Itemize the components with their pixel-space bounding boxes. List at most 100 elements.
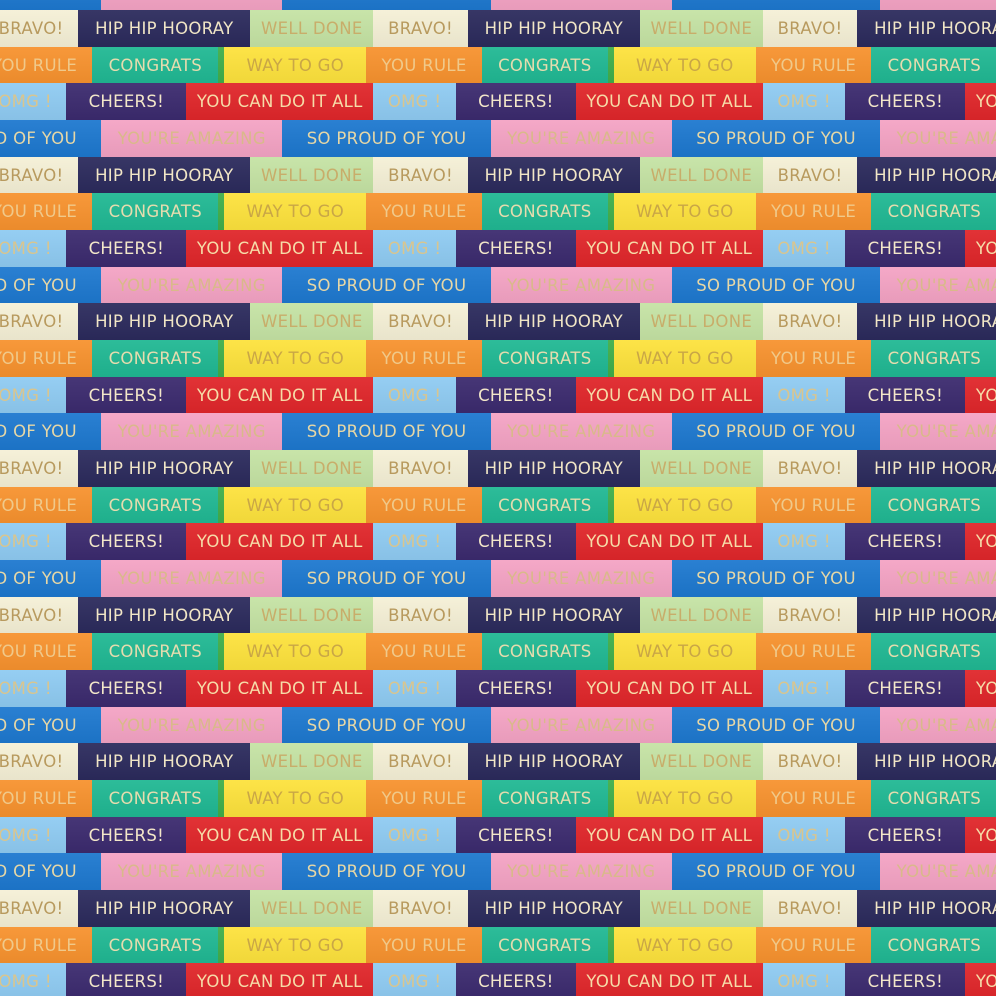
ribbon-text: OMG !: [777, 972, 831, 992]
ribbon-youre-amazing: YOU'RE AMAZING: [101, 120, 283, 158]
ribbon-so-proud-of-you: SO PROUD OF YOU: [282, 266, 492, 304]
ribbon-text: CONGRATS: [498, 935, 592, 955]
ribbon-omg: OMG !: [762, 963, 846, 996]
ribbon-text: BRAVO!: [777, 605, 843, 625]
ribbon-text: CHEERS!: [88, 92, 165, 112]
ribbon-congrats: CONGRATS: [481, 633, 609, 671]
ribbon-you-rule: YOU RULE: [366, 486, 483, 524]
ribbon-so-proud-of-you: SO PROUD OF YOU: [282, 706, 492, 744]
ribbon-bravo: BRAVO!: [373, 890, 469, 928]
ribbon-text: SO PROUD OF YOU: [306, 129, 467, 149]
ribbon-you-can-do-it-all: YOU CAN DO IT ALL: [965, 230, 996, 268]
ribbon-text: YOU'RE AMAZING: [507, 715, 656, 735]
ribbon-text: OMG !: [777, 92, 831, 112]
ribbon-youre-amazing: YOU'RE AMAZING: [880, 706, 996, 744]
ribbon-text: YOU CAN DO IT ALL: [975, 239, 996, 259]
ribbon-text: CONGRATS: [108, 495, 202, 515]
ribbon-bravo: BRAVO!: [373, 596, 469, 634]
ribbon-well-done: WELL DONE: [639, 743, 764, 781]
ribbon-text: OMG !: [387, 972, 442, 992]
ribbon-text: BRAVO!: [777, 312, 843, 332]
ribbon-text: OMG !: [777, 679, 831, 699]
ribbon-text: CHEERS!: [88, 385, 165, 405]
ribbon-text: WAY TO GO: [246, 55, 345, 75]
ribbon-way-to-go: WAY TO GO: [613, 633, 757, 671]
ribbon-edge-green: [218, 340, 225, 378]
ribbon-cheers: CHEERS!: [66, 523, 187, 561]
ribbon-text: BRAVO!: [388, 459, 453, 479]
ribbon-text: CHEERS!: [88, 239, 165, 259]
ribbon-you-can-do-it-all: YOU CAN DO IT ALL: [186, 816, 374, 854]
ribbon-bravo: BRAVO!: [762, 156, 858, 194]
ribbon-youre-amazing: YOU'RE AMAZING: [880, 853, 996, 891]
ribbon-omg: OMG !: [0, 963, 67, 996]
ribbon-text: YOU CAN DO IT ALL: [586, 825, 753, 845]
ribbon-text: OMG !: [0, 679, 52, 699]
ribbon-cheers: CHEERS!: [66, 230, 187, 268]
ribbon-cheers: CHEERS!: [66, 963, 187, 996]
ribbon-text: BRAVO!: [0, 19, 64, 39]
ribbon-text: CONGRATS: [498, 642, 592, 662]
ribbon-you-rule: YOU RULE: [0, 926, 93, 964]
ribbon-omg: OMG !: [373, 670, 457, 708]
ribbon-text: YOU CAN DO IT ALL: [975, 385, 996, 405]
ribbon-text: YOU RULE: [381, 642, 467, 662]
ribbon-text: SO PROUD OF YOU: [696, 569, 856, 589]
ribbon-text: CONGRATS: [108, 935, 202, 955]
ribbon-text: OMG !: [0, 972, 52, 992]
ribbon-edge-green: [218, 486, 225, 524]
ribbon-hip-hip-hooray: HIP HIP HOORAY: [78, 743, 251, 781]
ribbon-so-proud-of-you: SO PROUD OF YOU: [0, 560, 102, 598]
ribbon-youre-amazing: YOU'RE AMAZING: [490, 706, 673, 744]
ribbon-hip-hip-hooray: HIP HIP HOORAY: [467, 743, 641, 781]
ribbon-text: CHEERS!: [478, 532, 554, 552]
ribbon-you-rule: YOU RULE: [366, 926, 483, 964]
ribbon-text: WAY TO GO: [636, 935, 734, 955]
ribbon-text: YOU'RE AMAZING: [118, 0, 266, 1]
ribbon-text: YOU CAN DO IT ALL: [586, 679, 753, 699]
ribbon-well-done: WELL DONE: [639, 450, 764, 488]
ribbon-text: WELL DONE: [650, 752, 753, 772]
ribbon-you-can-do-it-all: YOU CAN DO IT ALL: [186, 83, 374, 121]
ribbon-cheers: CHEERS!: [455, 670, 577, 708]
ribbon-congrats: CONGRATS: [481, 340, 609, 378]
ribbon-youre-amazing: YOU'RE AMAZING: [101, 706, 283, 744]
ribbon-text: HIP HIP HOORAY: [484, 312, 623, 332]
ribbon-text: BRAVO!: [388, 605, 453, 625]
ribbon-so-proud-of-you: SO PROUD OF YOU: [0, 706, 102, 744]
ribbon-text: HIP HIP HOORAY: [484, 459, 623, 479]
ribbon-text: CONGRATS: [108, 642, 202, 662]
ribbon-omg: OMG !: [762, 83, 846, 121]
ribbon-bravo: BRAVO!: [0, 743, 79, 781]
ribbon-edge-green: [218, 926, 225, 964]
ribbon-text: CONGRATS: [498, 495, 592, 515]
ribbon-omg: OMG !: [373, 963, 457, 996]
ribbon-omg: OMG !: [373, 523, 457, 561]
ribbon-text: YOU CAN DO IT ALL: [586, 972, 753, 992]
ribbon-text: YOU RULE: [0, 789, 78, 809]
ribbon-youre-amazing: YOU'RE AMAZING: [880, 266, 996, 304]
ribbon-text: SO PROUD OF YOU: [306, 275, 467, 295]
ribbon-text: YOU RULE: [0, 495, 78, 515]
ribbon-edge-green: [607, 926, 615, 964]
ribbon-text: WAY TO GO: [246, 495, 345, 515]
ribbon-bravo: BRAVO!: [0, 10, 79, 48]
ribbon-text: OMG !: [777, 825, 831, 845]
ribbon-text: SO PROUD OF YOU: [306, 715, 467, 735]
ribbon-text: YOU'RE AMAZING: [896, 862, 996, 882]
ribbon-text: CONGRATS: [498, 349, 592, 369]
ribbon-congrats: CONGRATS: [871, 46, 996, 84]
ribbon-text: SO PROUD OF YOU: [696, 862, 856, 882]
ribbon-cheers: CHEERS!: [845, 963, 966, 996]
ribbon-hip-hip-hooray: HIP HIP HOORAY: [857, 450, 996, 488]
ribbon-text: YOU RULE: [771, 935, 857, 955]
ribbon-omg: OMG !: [0, 670, 67, 708]
ribbon-text: YOU CAN DO IT ALL: [975, 92, 996, 112]
ribbon-text: CONGRATS: [887, 55, 981, 75]
ribbon-text: HIP HIP HOORAY: [95, 312, 234, 332]
ribbon-so-proud-of-you: SO PROUD OF YOU: [0, 413, 102, 451]
ribbon-you-rule: YOU RULE: [366, 193, 483, 231]
ribbon-edge-green: [218, 193, 225, 231]
ribbon-well-done: WELL DONE: [639, 10, 764, 48]
